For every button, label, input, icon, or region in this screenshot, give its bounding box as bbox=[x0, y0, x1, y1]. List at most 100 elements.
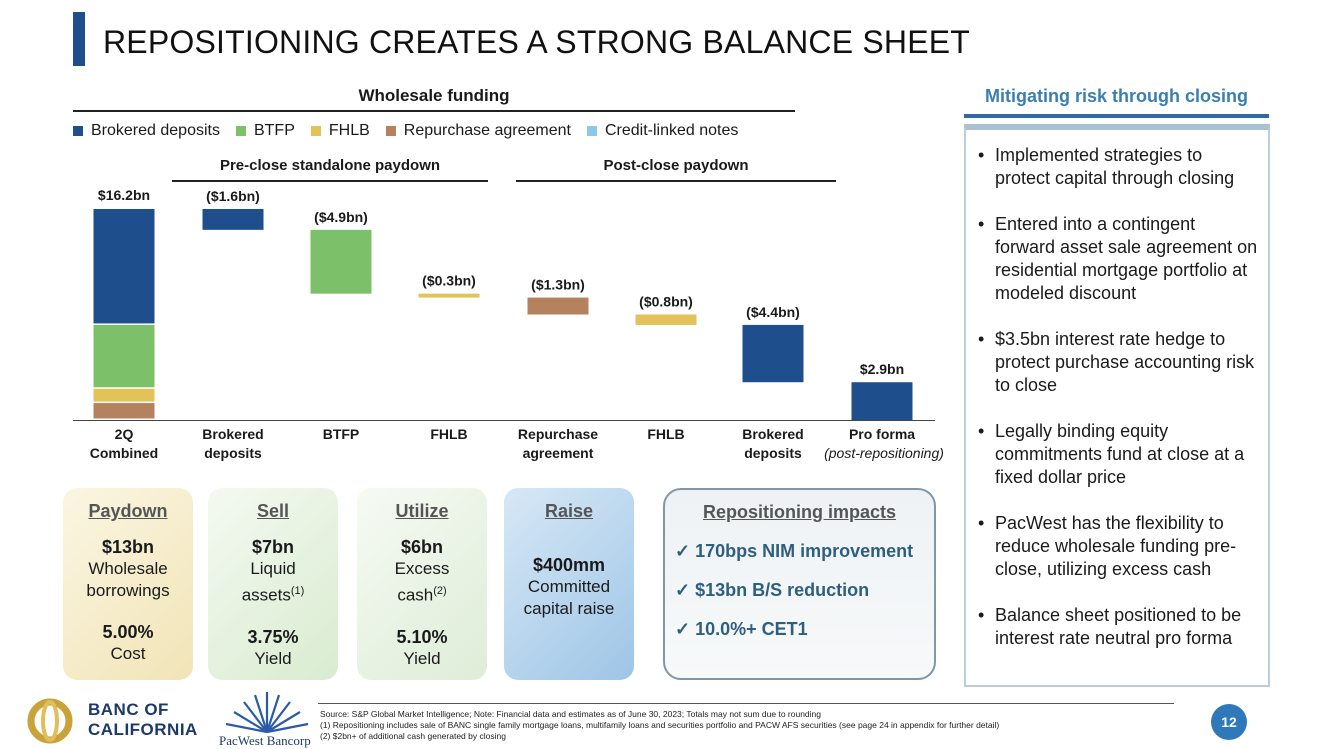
legend-label: Repurchase agreement bbox=[403, 122, 571, 139]
side-bullet: Legally binding equity commitments fund … bbox=[978, 420, 1258, 489]
footer-note-1: (1) Repositioning includes sale of BANC … bbox=[320, 720, 1000, 730]
bar-change-3 bbox=[418, 293, 480, 298]
tile-rate: 5.10% bbox=[396, 626, 448, 647]
tile-raise: Raise $400mm Committed capital raise bbox=[504, 488, 634, 680]
tile-line: cash(2) bbox=[357, 580, 487, 607]
legend-item-fhlb: FHLB bbox=[310, 122, 370, 140]
bar-change-6 bbox=[742, 324, 804, 383]
banc-of-california-wordmark: BANC OF CALIFORNIA bbox=[88, 700, 198, 740]
legend-item-cln: Credit-linked notes bbox=[586, 122, 739, 140]
side-bullet: PacWest has the flexibility to reduce wh… bbox=[978, 512, 1258, 581]
footer-note-2: (2) $2bn+ of additional cash generated b… bbox=[320, 731, 506, 741]
tile-line: capital raise bbox=[523, 599, 615, 618]
bar-change-1 bbox=[202, 209, 264, 230]
impact-item: ✓ $13bn B/S reduction bbox=[675, 580, 934, 601]
page-number: 12 bbox=[1211, 704, 1247, 740]
tile-sell: Sell $7bn Liquid assets(1) 3.75% Yield bbox=[208, 488, 338, 680]
side-panel-rule bbox=[964, 114, 1269, 118]
category-label: Brokered bbox=[202, 426, 263, 442]
side-bullet: Implemented strategies to protect capita… bbox=[978, 144, 1258, 190]
legend-swatch-cln bbox=[586, 126, 597, 136]
category-label: Combined bbox=[90, 445, 158, 461]
group-rule-preclose bbox=[172, 180, 488, 182]
tile-rate-label: Yield bbox=[254, 648, 292, 668]
tile-amount: $7bn bbox=[251, 537, 294, 557]
tile-rate: 5.00% bbox=[102, 622, 154, 642]
impact-text: 170bps NIM improvement bbox=[695, 541, 914, 561]
bar-segment-2q-btfp bbox=[93, 324, 155, 388]
legend-label: BTFP bbox=[253, 122, 295, 139]
group-label-preclose: Pre-close standalone paydown bbox=[219, 157, 441, 174]
category-label: agreement bbox=[523, 445, 594, 461]
category-label: (post-repositioning) bbox=[824, 445, 944, 461]
bar-segment-2q-repurchase-agreement bbox=[93, 403, 155, 419]
banc-wordmark-line: CALIFORNIA bbox=[88, 720, 198, 739]
chart-legend: Brokered deposits BTFP FHLB Repurchase a… bbox=[73, 122, 738, 140]
bar-value-label: ($0.3bn) bbox=[422, 273, 476, 289]
repositioning-impacts-box: Repositioning impacts ✓ 170bps NIM impro… bbox=[663, 488, 936, 680]
legend-label: Credit-linked notes bbox=[604, 122, 739, 139]
category-label: deposits bbox=[204, 445, 262, 461]
waterfall-chart: $16.2bn ($1.6bn) ($4.9bn) ($0.3bn) ($1.3bn) (… bbox=[73, 187, 944, 461]
footnote-ref: (1) bbox=[290, 585, 305, 597]
category-label: FHLB bbox=[647, 426, 684, 442]
tile-heading: Paydown bbox=[88, 501, 168, 521]
tile-line-text: assets bbox=[241, 585, 291, 605]
title-accent-bar bbox=[73, 12, 85, 66]
tile-line: assets(1) bbox=[208, 580, 338, 607]
impact-text: $13bn B/S reduction bbox=[695, 580, 870, 600]
bar-value-label: $2.9bn bbox=[860, 361, 904, 377]
legend-swatch-fhlb bbox=[310, 126, 321, 136]
check-icon: ✓ bbox=[675, 619, 696, 639]
pacwest-wordmark: PacWest Bancorp bbox=[219, 733, 311, 748]
category-label: BTFP bbox=[323, 426, 360, 442]
tile-heading: Raise bbox=[544, 501, 594, 521]
side-panel-title: Mitigating risk through closing bbox=[985, 86, 1248, 106]
footer-notes: Source: S&P Global Market Intelligence; … bbox=[320, 709, 999, 742]
tile-line: Excess bbox=[394, 559, 450, 578]
category-label: 2Q bbox=[115, 426, 134, 442]
legend-item-repo: Repurchase agreement bbox=[385, 122, 571, 140]
tile-line: Committed bbox=[527, 577, 611, 596]
tile-utilize: Utilize $6bn Excess cash(2) 5.10% Yield bbox=[357, 488, 487, 680]
category-label: FHLB bbox=[430, 426, 467, 442]
bar-change-5 bbox=[635, 314, 697, 325]
legend-item-btfp: BTFP bbox=[235, 122, 295, 140]
check-icon: ✓ bbox=[675, 541, 696, 561]
legend-swatch-repo bbox=[385, 126, 396, 136]
check-icon: ✓ bbox=[675, 580, 696, 600]
banc-wordmark-line: BANC OF bbox=[88, 700, 169, 719]
bar-value-label: $16.2bn bbox=[98, 187, 150, 203]
bar-value-label: ($1.3bn) bbox=[531, 277, 585, 293]
bar-value-label: ($4.9bn) bbox=[314, 209, 368, 225]
category-label: Pro forma bbox=[849, 426, 915, 442]
tile-rate-label: Yield bbox=[403, 648, 441, 668]
legend-label: FHLB bbox=[328, 122, 370, 139]
tile-heading: Utilize bbox=[395, 501, 449, 521]
impact-text: 10.0%+ CET1 bbox=[695, 619, 808, 639]
impacts-heading: Repositioning impacts bbox=[702, 502, 897, 522]
tile-line-text: cash bbox=[397, 585, 434, 605]
side-bullet: Entered into a contingent forward asset … bbox=[978, 213, 1258, 305]
footer-rule bbox=[318, 703, 1174, 704]
bar-change-2 bbox=[310, 229, 372, 294]
side-bullet-list: Implemented strategies to protect capita… bbox=[978, 144, 1258, 650]
footnote-ref: (2) bbox=[433, 585, 447, 597]
side-bullet: Balance sheet positioned to be interest … bbox=[978, 604, 1258, 650]
category-label: Brokered bbox=[742, 426, 803, 442]
impact-item: ✓ 10.0%+ CET1 bbox=[675, 619, 934, 640]
category-label: deposits bbox=[744, 445, 802, 461]
legend-swatch-btfp bbox=[235, 126, 246, 136]
bar-change-4 bbox=[527, 297, 589, 315]
footer-source: Source: S&P Global Market Intelligence; … bbox=[320, 709, 822, 719]
tile-amount: $13bn bbox=[101, 537, 155, 557]
legend-label: Brokered deposits bbox=[91, 122, 220, 139]
page-title: REPOSITIONING CREATES A STRONG BALANCE S… bbox=[103, 24, 971, 60]
chart-title-rule bbox=[73, 110, 795, 112]
tile-heading: Sell bbox=[256, 501, 290, 521]
group-rule-postclose bbox=[516, 180, 836, 182]
tile-amount: $400mm bbox=[532, 555, 606, 575]
pacwest-starburst-logo-icon bbox=[225, 692, 309, 734]
bar-value-label: ($4.4bn) bbox=[746, 304, 800, 320]
legend-item-brokered: Brokered deposits bbox=[73, 122, 220, 140]
